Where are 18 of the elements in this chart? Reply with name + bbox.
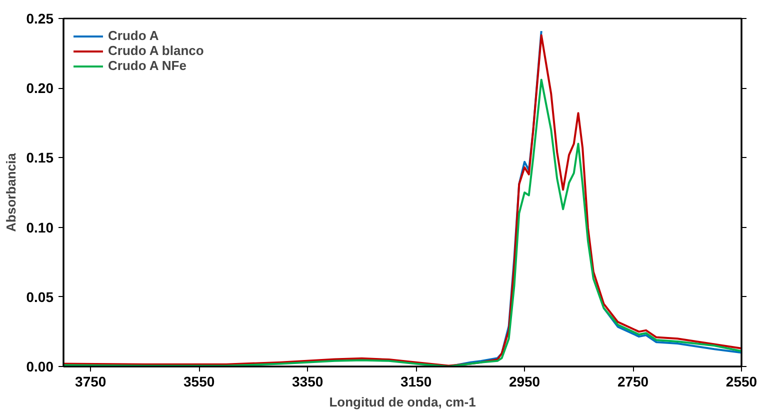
legend-label: Crudo A blanco bbox=[108, 43, 204, 58]
x-tick-label: 2950 bbox=[508, 374, 540, 390]
legend-label: Crudo A bbox=[108, 28, 159, 43]
legend-label: Crudo A NFe bbox=[108, 58, 186, 73]
x-tick-label: 3550 bbox=[184, 374, 215, 390]
y-tick-label: 0.00 bbox=[26, 358, 54, 374]
y-axis-title: Absorbancia bbox=[3, 152, 18, 232]
x-tick-label: 3750 bbox=[75, 374, 106, 390]
x-tick-label: 2550 bbox=[726, 374, 758, 390]
x-tick-label: 3350 bbox=[292, 374, 324, 390]
x-tick-label: 3150 bbox=[400, 374, 432, 390]
y-tick-label: 0.10 bbox=[26, 219, 54, 236]
y-tick-label: 0.05 bbox=[26, 288, 54, 305]
x-axis-title: Longitud de onda, cm-1 bbox=[329, 394, 476, 410]
y-tick-label: 0.25 bbox=[26, 10, 54, 26]
x-tick-label: 2750 bbox=[617, 374, 649, 390]
y-tick-label: 0.15 bbox=[26, 150, 54, 166]
y-tick-label: 0.20 bbox=[26, 80, 54, 96]
